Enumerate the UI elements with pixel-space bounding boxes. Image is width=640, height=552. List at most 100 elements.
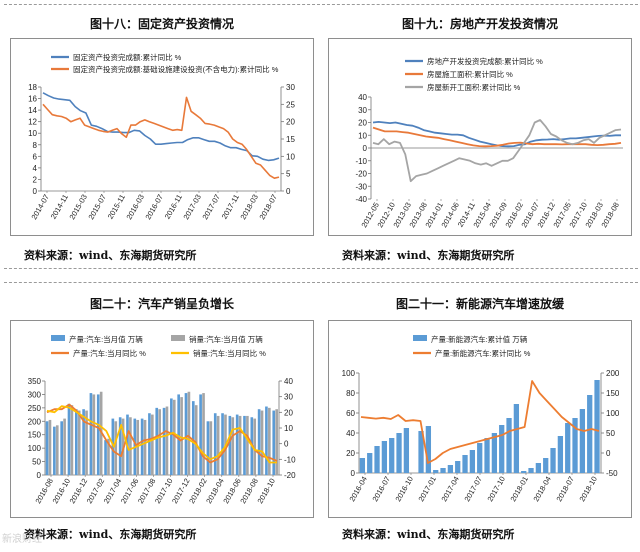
y-tick-label-left: 12	[28, 118, 37, 127]
bar	[268, 407, 271, 475]
y-tick-label-left: 100	[28, 444, 42, 453]
bar	[89, 393, 93, 475]
divider	[4, 268, 320, 269]
y-tick-label-left: 0	[363, 144, 368, 153]
legend-label: 产量:新能源汽车:累计值 万辆	[431, 334, 528, 344]
series-line	[372, 121, 621, 148]
bar	[469, 450, 476, 473]
bar	[374, 446, 380, 473]
bar	[60, 421, 63, 475]
y-tick-label-right: 25	[286, 100, 295, 109]
y-tick-label-left: 200	[28, 417, 42, 426]
y-tick-label-right: -50	[606, 469, 618, 478]
bar	[77, 410, 81, 475]
bar	[184, 393, 188, 475]
series-line	[372, 119, 622, 183]
y-tick-label-right: 30	[284, 393, 293, 402]
y-tick-label-left: 0	[351, 469, 356, 478]
bar	[53, 426, 56, 475]
bar	[433, 470, 439, 473]
y-tick-label-right: 5	[286, 170, 291, 179]
bar	[67, 403, 71, 475]
chart-title: 图二十：汽车产销呈负增长	[89, 297, 234, 311]
y-tick-label-right: 30	[286, 83, 295, 92]
bar	[499, 425, 505, 473]
y-tick-label-right: -10	[284, 455, 296, 464]
bar	[92, 394, 96, 475]
bar	[85, 410, 88, 475]
series-line	[360, 380, 600, 464]
bar	[129, 417, 132, 475]
bar	[202, 393, 205, 475]
chart-real-estate: -40-30-20-100102030402012-052012-102013-…	[355, 56, 623, 229]
bar	[206, 421, 210, 475]
bar	[275, 409, 278, 475]
bar	[246, 415, 249, 475]
legend-label: 销量:汽车:当月同比 %	[193, 348, 266, 358]
y-tick-label-left: -40	[355, 195, 367, 204]
y-tick-label-left: 20	[346, 449, 355, 458]
x-tick-label: 2017-07	[462, 475, 484, 503]
y-tick-label-left: 60	[346, 409, 355, 418]
x-tick-label: 2017-01	[416, 475, 438, 503]
bar	[425, 426, 432, 473]
bar	[221, 413, 224, 475]
bar	[213, 413, 217, 475]
panel-auto-production-sales: 图二十：汽车产销呈负增长 0 50 100 150 200 250 300 350 -20 -10…	[4, 282, 320, 552]
bar	[513, 404, 520, 473]
series-line	[42, 96, 280, 179]
bar	[107, 438, 110, 475]
bar	[48, 419, 52, 475]
legend-label: 固定资产投资完成额:基础设施建设投资(不含电力):累计同比 %	[73, 64, 279, 74]
y-tick-label-left: 0	[37, 471, 42, 480]
y-tick-label-right: 0	[606, 449, 611, 458]
bar	[231, 417, 235, 475]
bar	[136, 419, 140, 475]
chart-box: -40 -30 -20 -10 0 10 20 30 40 2012-05 2012-10 2013-…	[328, 38, 632, 236]
y-tick-label-left: 8	[33, 141, 38, 150]
chart-auto: 050100150200250300350-20-100102030402016…	[28, 334, 296, 505]
bar	[199, 394, 202, 475]
divider	[322, 268, 638, 269]
bar	[260, 410, 264, 475]
y-tick-label-right: 20	[284, 408, 293, 417]
y-tick-label-left: -10	[355, 157, 367, 166]
x-tick-label: 2014-07	[29, 193, 51, 221]
y-tick-label-right: 100	[606, 409, 620, 418]
divider	[322, 282, 638, 283]
bar	[162, 407, 166, 475]
x-tick-label: 2016-10	[393, 475, 415, 503]
bar	[477, 443, 483, 473]
chart-box: 0 20 40 60 80 100 -50 0 50 100 150 200 2016-04 2016-0…	[328, 320, 632, 518]
bar	[587, 395, 593, 473]
bar	[118, 417, 122, 475]
x-tick-label: 2018-10	[577, 475, 599, 503]
legend-label: 产量:汽车:当月值 万辆	[69, 334, 143, 344]
x-tick-label: 2017-04	[439, 475, 461, 503]
y-tick-label-right: 15	[286, 135, 295, 144]
x-tick-label: 2018-04	[531, 475, 553, 503]
y-tick-label-right: 0	[284, 440, 289, 449]
bar	[484, 438, 490, 473]
series-line	[46, 405, 277, 464]
y-tick-label-left: 16	[28, 95, 37, 104]
bar	[572, 418, 578, 473]
y-tick-label-left: 80	[346, 389, 355, 398]
y-tick-label-left: 40	[346, 429, 355, 438]
bar	[265, 406, 268, 475]
bar	[170, 398, 173, 475]
bar	[381, 441, 388, 473]
chart-new-energy: 0 20 40 60 80 100 -50 0 50 100 150 200 2016-04 2016-0…	[342, 334, 620, 503]
x-tick-label: 2017-10	[485, 475, 507, 503]
bar	[367, 453, 373, 473]
series-line	[42, 92, 280, 162]
legend-label: 产量:汽车:当月同比 %	[73, 348, 146, 358]
y-tick-label-left: 4	[33, 164, 38, 173]
legend-label: 产量:新能源汽车:累计同比 %	[435, 348, 531, 358]
bar	[528, 468, 534, 473]
legend-label: 房屋施工面积:累计同比 %	[427, 69, 513, 79]
bar	[228, 415, 232, 475]
bar	[158, 409, 161, 475]
bar	[243, 415, 246, 475]
y-tick-label-left: 30	[358, 106, 367, 115]
